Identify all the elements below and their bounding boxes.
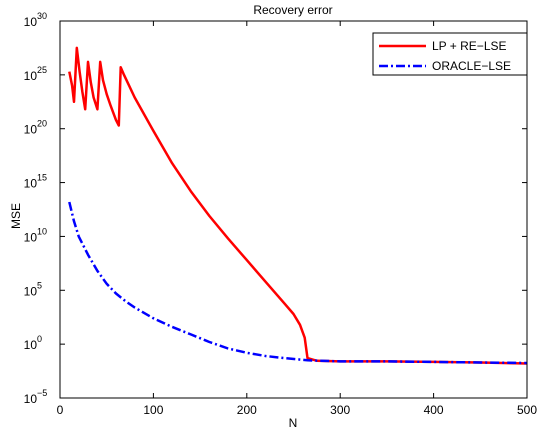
x-tick-label: 200 — [237, 403, 257, 417]
legend: LP + RE−LSE ORACLE−LSE — [372, 32, 528, 76]
chart-title: Recovery error — [253, 3, 332, 17]
x-tick-label: 400 — [424, 403, 444, 417]
plot-area-frame — [59, 20, 528, 399]
y-tick-label: 10 −5 — [24, 388, 48, 406]
y-axis-label: MSE — [9, 203, 23, 229]
x-axis: 0 100 200 300 400 500 — [57, 21, 537, 417]
y-tick-exponent: −5 — [37, 388, 47, 398]
y-tick-base: 10 — [24, 338, 38, 352]
series-layer — [68, 46, 528, 365]
y-tick-label: 10 0 — [24, 334, 42, 352]
y-tick-label: 10 10 — [24, 226, 47, 244]
series-line-2 — [68, 201, 528, 365]
x-axis-label: N — [289, 416, 298, 430]
y-tick-label: 10 25 — [24, 65, 47, 83]
y-tick-label: 10 30 — [24, 11, 47, 29]
y-tick-base: 10 — [24, 392, 38, 406]
legend-box — [372, 32, 528, 76]
y-tick-exponent: 10 — [37, 226, 47, 236]
x-tick-label: 300 — [330, 403, 350, 417]
y-tick-base: 10 — [24, 15, 38, 29]
x-tick-label: 0 — [57, 403, 64, 417]
y-tick-exponent: 20 — [37, 119, 47, 129]
series-line-1 — [68, 46, 528, 365]
y-tick-base: 10 — [24, 69, 38, 83]
y-tick-exponent: 15 — [37, 173, 47, 183]
y-tick-base: 10 — [24, 123, 38, 137]
x-tick-label: 500 — [517, 403, 537, 417]
y-tick-label: 10 15 — [24, 173, 47, 191]
y-tick-base: 10 — [24, 230, 38, 244]
y-tick-exponent: 30 — [37, 11, 47, 21]
y-tick-exponent: 5 — [37, 280, 42, 290]
y-tick-exponent: 0 — [37, 334, 42, 344]
y-tick-base: 10 — [24, 284, 38, 298]
y-tick-base: 10 — [24, 177, 38, 191]
legend-label-1: LP + RE−LSE — [432, 39, 507, 53]
x-tick-label: 100 — [143, 403, 163, 417]
y-tick-exponent: 25 — [37, 65, 47, 75]
legend-label-2: ORACLE−LSE — [432, 59, 511, 73]
y-tick-label: 10 20 — [24, 119, 47, 137]
y-tick-label: 10 5 — [24, 280, 42, 298]
